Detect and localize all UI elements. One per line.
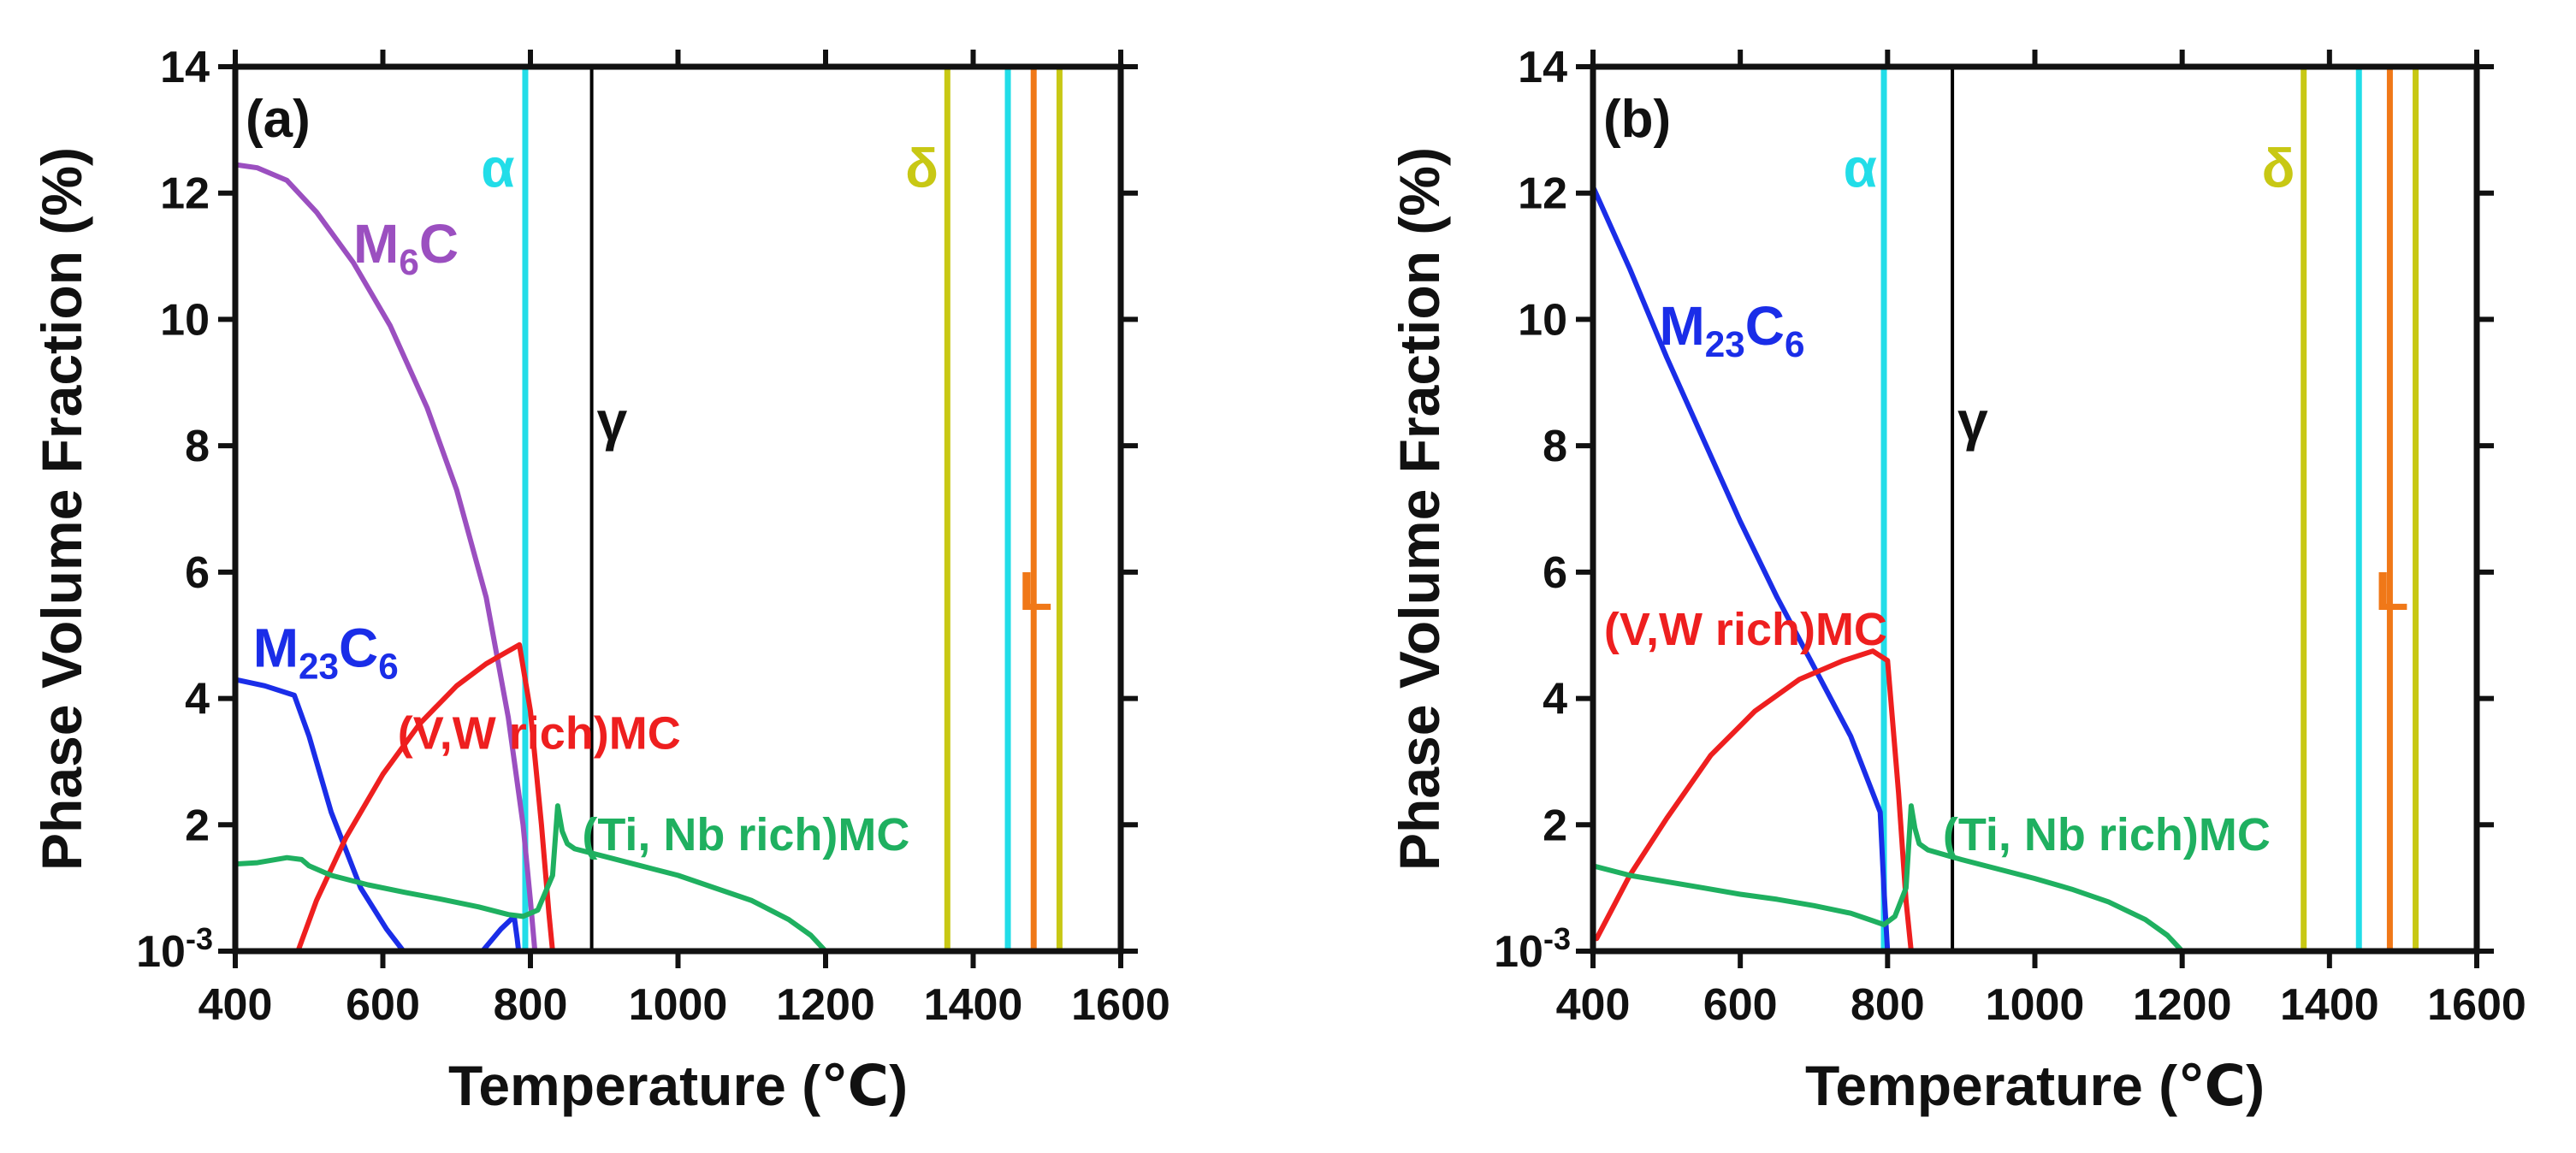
y-tick-label: 2 (185, 801, 210, 850)
series-line-ti-nb-rich-mc (233, 803, 828, 954)
y-tick-label: 4 (185, 675, 210, 724)
x-tick-label: 600 (1703, 980, 1778, 1030)
x-tick-label: 800 (1851, 980, 1925, 1030)
y-tick-label: 6 (1543, 548, 1567, 598)
x-tick-label: 400 (198, 980, 273, 1030)
x-tick-label: 1000 (1986, 980, 2085, 1030)
y-tick-label: 2 (1543, 801, 1567, 850)
y-tick-label: 10 (1518, 295, 1567, 345)
annotation-alpha-phase-label: α (481, 137, 514, 198)
annotation-liquid-phase-label: L (2375, 560, 2408, 622)
x-tick-label: 800 (494, 980, 568, 1030)
y-tick-label: 6 (185, 548, 210, 598)
y-axis-title: Phase Volume Fraction (%) (30, 147, 93, 871)
x-tick-label: 400 (1556, 980, 1631, 1030)
annotation-alpha-phase-label: α (1844, 137, 1877, 198)
x-tick-label: 1200 (2133, 980, 2232, 1030)
y-tick-label: 14 (160, 43, 210, 92)
x-axis-title: Temperature (℃) (1805, 1054, 2265, 1117)
series-line-v-w-rich-mc (295, 642, 555, 954)
panel-b: 400 600 800 1000 1200 1400 1600 10-3 2 4 6 8 10 12 14 T… (1388, 43, 2526, 1117)
series-line-ti-nb-rich-mc (1590, 803, 2185, 954)
x-tick-label: 1400 (2280, 980, 2379, 1030)
annotation-ti-nb-rich-mc-label: (Ti, Nb rich)MC (582, 809, 909, 860)
annotation-m-phase-label: M23C6 (253, 618, 399, 687)
annotation-delta-phase-label: δ (2262, 137, 2295, 198)
series-line-m23c6 (1590, 184, 1891, 954)
y-tick-label: 8 (1543, 422, 1567, 471)
x-tick-label: 1600 (1071, 980, 1170, 1030)
y-tick-label: 12 (1518, 169, 1567, 219)
y-tick-label: 10 (160, 295, 210, 345)
series-line-v-w-rich-mc (1594, 648, 1914, 954)
y-tick-label: 14 (1518, 43, 1567, 92)
x-tick-label: 1600 (2427, 980, 2526, 1030)
y-tick-label: 8 (185, 422, 210, 471)
y-tick-label: 10-3 (136, 921, 213, 977)
panel-label: (b) (1603, 90, 1671, 149)
x-tick-label: 1200 (776, 980, 875, 1030)
annotation-m-phase-label: M6C (353, 213, 459, 282)
y-tick-label: 10-3 (1494, 921, 1571, 977)
x-axis-title: Temperature (℃) (448, 1054, 908, 1117)
annotation-v-w-rich-mc-label: (V,W rich)MC (1604, 604, 1887, 655)
annotation-gamma-phase-label: γ (597, 390, 628, 452)
y-tick-label: 12 (160, 169, 210, 219)
x-tick-label: 600 (346, 980, 420, 1030)
series-line-m23c6-high-t-segment (479, 914, 522, 954)
x-tick-label: 1400 (924, 980, 1023, 1030)
panel-label: (a) (246, 90, 311, 149)
annotation-liquid-phase-label: L (1019, 560, 1052, 622)
series-line-m6c (233, 162, 538, 954)
x-tick-label: 1000 (629, 980, 728, 1030)
annotation-delta-phase-label: δ (905, 137, 939, 198)
panel-a: 400 600 800 1000 1200 1400 1600 10-3 2 4 6 8 10 12 14 T… (30, 43, 1170, 1117)
series-line-m23c6 (233, 677, 406, 954)
y-axis-title: Phase Volume Fraction (%) (1388, 147, 1451, 871)
annotation-gamma-phase-label: γ (1957, 390, 1988, 452)
y-tick-label: 4 (1543, 675, 1567, 724)
annotation-m-phase-label: M23C6 (1659, 295, 1804, 364)
annotation-ti-nb-rich-mc-label: (Ti, Nb rich)MC (1943, 809, 2271, 860)
annotation-v-w-rich-mc-label: (V,W rich)MC (398, 708, 681, 760)
